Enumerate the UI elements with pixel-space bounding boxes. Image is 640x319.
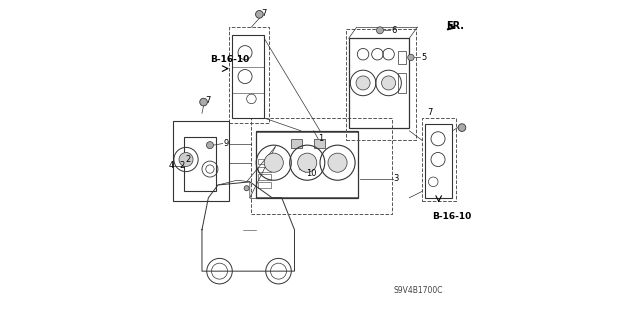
Bar: [252, 118, 392, 214]
Circle shape: [207, 142, 214, 149]
Circle shape: [200, 98, 207, 106]
Bar: [398, 73, 406, 93]
Text: 2: 2: [185, 155, 190, 164]
Text: 7: 7: [205, 96, 211, 105]
Text: 3: 3: [394, 174, 399, 183]
Text: B-16-10: B-16-10: [431, 212, 471, 221]
Circle shape: [298, 153, 317, 172]
Text: FR.: FR.: [446, 21, 464, 31]
Text: 9: 9: [223, 139, 229, 148]
Bar: [425, 124, 452, 198]
Circle shape: [458, 124, 466, 131]
Bar: [184, 137, 216, 191]
Circle shape: [179, 152, 193, 167]
Bar: [173, 121, 229, 201]
Text: 2: 2: [180, 161, 185, 170]
Bar: [258, 174, 271, 180]
Text: S9V4B1700C: S9V4B1700C: [394, 286, 443, 295]
Bar: [232, 35, 264, 118]
Text: 5: 5: [422, 53, 427, 62]
Bar: [229, 27, 269, 123]
Bar: [258, 159, 271, 164]
Text: 7: 7: [427, 108, 432, 117]
Bar: [258, 167, 271, 172]
Circle shape: [255, 11, 263, 18]
Circle shape: [264, 153, 284, 172]
Circle shape: [356, 76, 370, 90]
Bar: [349, 38, 410, 128]
Circle shape: [376, 27, 383, 34]
Circle shape: [408, 54, 414, 61]
Bar: [398, 51, 406, 64]
Circle shape: [328, 153, 347, 172]
Text: 6: 6: [392, 26, 397, 35]
Text: 1: 1: [318, 134, 323, 143]
Bar: [258, 182, 271, 188]
Text: 10: 10: [306, 169, 316, 178]
Bar: [346, 29, 416, 140]
Bar: [256, 131, 358, 198]
Bar: [314, 139, 324, 148]
Text: B-16-10: B-16-10: [210, 55, 249, 63]
Bar: [291, 139, 303, 148]
Text: 4: 4: [168, 161, 173, 170]
Bar: [422, 118, 456, 201]
Circle shape: [381, 76, 396, 90]
Circle shape: [244, 186, 249, 191]
Text: 7: 7: [261, 9, 267, 18]
